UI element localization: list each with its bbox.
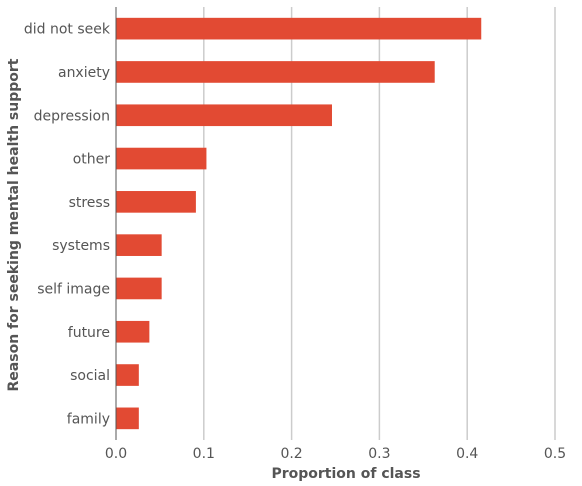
x-tick-label: 0.4 — [456, 446, 478, 462]
x-tick-label: 0.3 — [368, 446, 390, 462]
bar-social — [116, 364, 139, 386]
x-tick-label: 0.0 — [105, 446, 127, 462]
bar-systems — [116, 234, 162, 256]
y-axis-title: Reason for seeking mental health support — [6, 58, 22, 391]
x-tick-label: 0.5 — [544, 446, 566, 462]
bar-other — [116, 147, 207, 170]
bar-depression — [116, 104, 332, 127]
bar-stress — [116, 191, 196, 213]
y-tick-label: stress — [69, 195, 110, 211]
y-tick-label: systems — [52, 238, 110, 254]
x-tick-labels: 0.0 0.1 0.2 0.3 0.4 0.5 — [105, 446, 566, 462]
bar-future — [116, 320, 150, 343]
y-tick-label: social — [70, 368, 110, 384]
bar-self-image — [116, 277, 162, 300]
bars — [116, 17, 482, 430]
y-tick-label: family — [67, 411, 110, 427]
y-tick-label: future — [68, 325, 110, 341]
x-axis-title: Proportion of class — [271, 466, 420, 482]
y-tick-label: did not seek — [24, 22, 111, 38]
bar-family — [116, 407, 139, 430]
x-tick-label: 0.1 — [193, 446, 215, 462]
y-tick-label: other — [73, 152, 111, 168]
y-tick-label: self image — [37, 281, 110, 297]
y-tick-labels: did not seek anxiety depression other stress… — [24, 22, 111, 428]
x-tick-label: 0.2 — [280, 446, 302, 462]
bar-did-not-seek — [116, 17, 482, 40]
y-tick-label: anxiety — [58, 65, 110, 81]
y-tick-label: depression — [34, 108, 110, 124]
bar-anxiety — [116, 61, 435, 83]
